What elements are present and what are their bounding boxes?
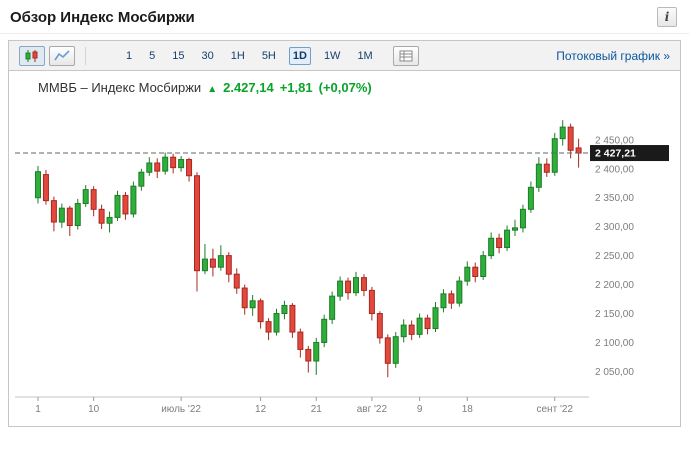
interval-1m[interactable]: 1M	[353, 47, 376, 65]
data-table-icon	[399, 50, 413, 61]
chart-widget: 1 5 15 30 1H 5H 1D 1W 1M Потоковый графи…	[8, 40, 681, 427]
interval-1d[interactable]: 1D	[288, 46, 311, 65]
interval-1w[interactable]: 1W	[320, 47, 345, 65]
svg-text:июль '22: июль '22	[161, 404, 201, 415]
price-change-pct: (+0,07%)	[318, 80, 372, 95]
line-chart-button[interactable]	[49, 45, 75, 66]
interval-15min[interactable]: 15	[168, 47, 188, 65]
toolbar: 1 5 15 30 1H 5H 1D 1W 1M Потоковый графи…	[9, 41, 680, 71]
svg-text:9: 9	[417, 404, 423, 415]
svg-text:2 350,00: 2 350,00	[595, 193, 634, 204]
candlestick-chart-button[interactable]	[19, 45, 45, 66]
price-change: +1,81	[279, 80, 313, 95]
svg-text:2 250,00: 2 250,00	[595, 251, 634, 262]
svg-text:2 050,00: 2 050,00	[595, 367, 634, 378]
svg-text:10: 10	[88, 404, 100, 415]
stream-chart-link[interactable]: Потоковый график »	[556, 48, 670, 63]
svg-text:18: 18	[462, 404, 474, 415]
last-price: 2.427,14	[223, 80, 274, 95]
svg-text:2 427,21: 2 427,21	[595, 148, 636, 160]
svg-text:сент '22: сент '22	[537, 404, 574, 415]
interval-5h[interactable]: 5H	[258, 47, 280, 65]
candlestick-chart[interactable]: 2 450,00 2 400,00 2 350,00 2 300,00 2 250,00…	[9, 71, 680, 426]
info-button[interactable]: i	[657, 7, 677, 27]
chart-area: ММВБ – Индекс Мосбиржи ▲ 2.427,14 +1,81 …	[9, 71, 680, 426]
interval-5min[interactable]: 5	[145, 47, 159, 65]
candlestick-icon	[25, 49, 38, 62]
interval-1h[interactable]: 1H	[227, 47, 249, 65]
svg-text:1: 1	[35, 404, 41, 415]
line-chart-icon	[54, 49, 70, 60]
report-button[interactable]	[392, 45, 419, 66]
svg-text:2 400,00: 2 400,00	[595, 164, 634, 175]
page-title: Обзор Индекс Мосбиржи	[10, 8, 195, 26]
svg-text:21: 21	[311, 404, 323, 415]
quote-line: ММВБ – Индекс Мосбиржи ▲ 2.427,14 +1,81 …	[38, 80, 372, 95]
instrument-name: ММВБ – Индекс Мосбиржи	[38, 80, 202, 95]
svg-text:2 200,00: 2 200,00	[595, 280, 634, 291]
header: Обзор Индекс Мосбиржи i	[0, 0, 689, 34]
svg-text:авг '22: авг '22	[357, 404, 388, 415]
interval-1min[interactable]: 1	[122, 47, 136, 65]
interval-30min[interactable]: 30	[198, 47, 218, 65]
svg-text:2 450,00: 2 450,00	[595, 135, 634, 146]
up-arrow-icon: ▲	[207, 84, 218, 95]
svg-text:12: 12	[255, 404, 267, 415]
interval-buttons: 1 5 15 30 1H 5H 1D 1W 1M	[122, 46, 377, 65]
svg-text:2 150,00: 2 150,00	[595, 309, 634, 320]
toolbar-separator	[85, 46, 86, 65]
svg-text:2 100,00: 2 100,00	[595, 338, 634, 349]
svg-text:2 300,00: 2 300,00	[595, 222, 634, 233]
